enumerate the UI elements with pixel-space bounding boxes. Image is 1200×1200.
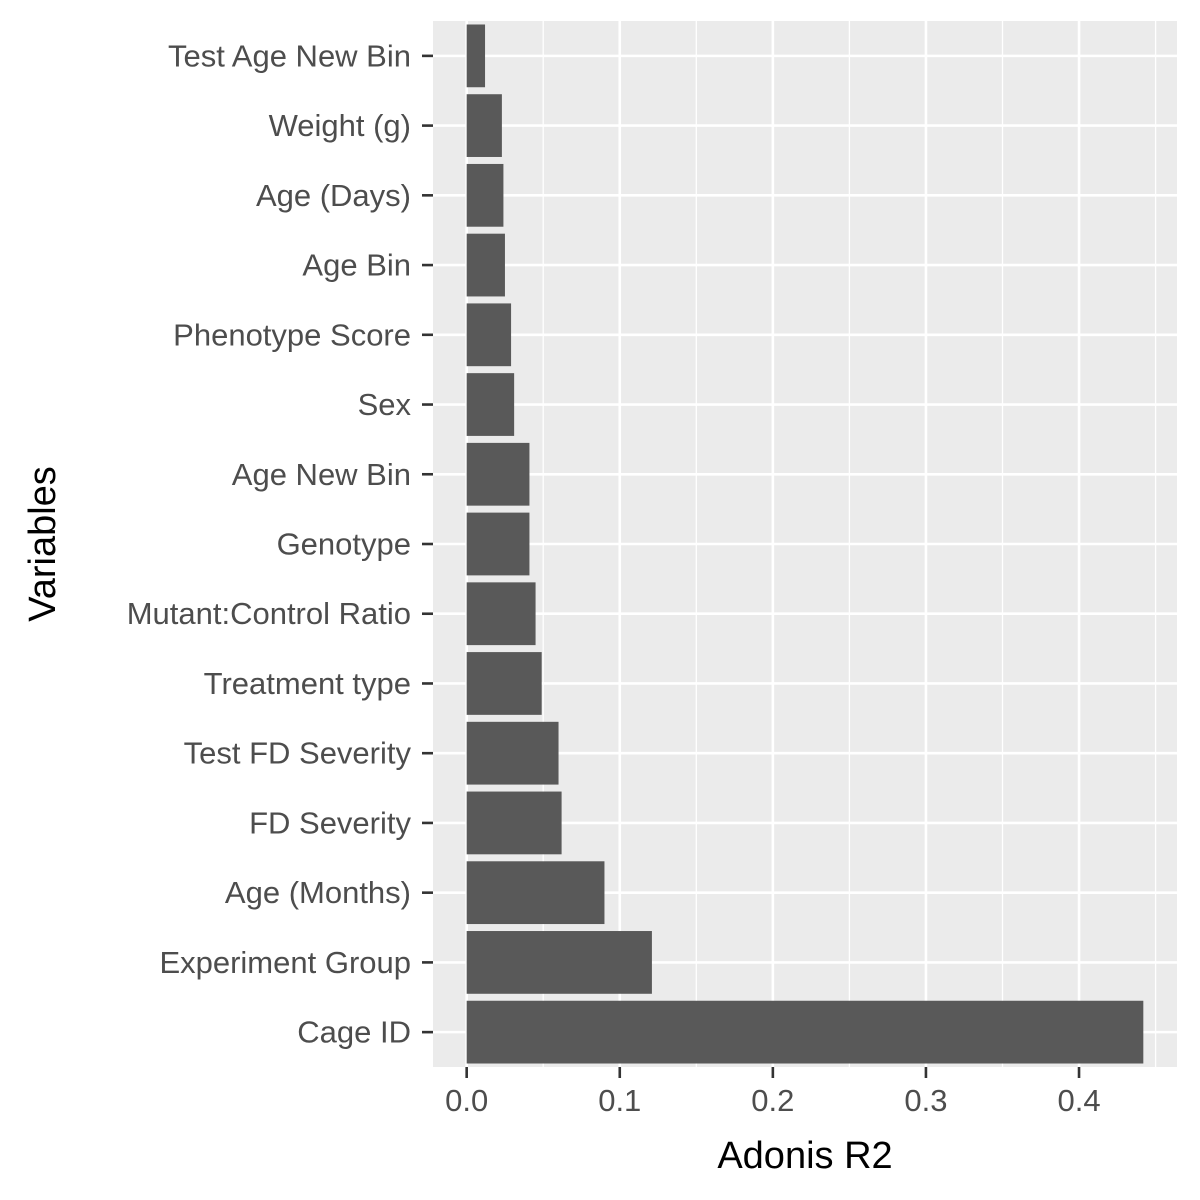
bar — [466, 1000, 1144, 1064]
y-tick-label: Phenotype Score — [173, 317, 411, 352]
bar — [466, 652, 542, 715]
bar — [466, 721, 559, 785]
bar — [466, 931, 652, 994]
x-tick-label: 0.0 — [445, 1083, 488, 1118]
y-tick-label: FD Severity — [249, 805, 411, 840]
y-tick-label: Sex — [358, 387, 412, 422]
y-tick-label: Treatment type — [204, 666, 411, 701]
bar — [466, 442, 530, 506]
y-tick-label: Age (Days) — [256, 178, 411, 213]
bar — [466, 163, 504, 227]
y-tick-label: Genotype — [277, 527, 411, 562]
y-tick-label: Age (Months) — [225, 875, 411, 910]
bar — [466, 303, 512, 367]
grid-lines — [433, 21, 1177, 1067]
y-tick-label: Test Age New Bin — [168, 38, 411, 73]
bar — [466, 233, 505, 297]
y-tick-label: Test FD Severity — [184, 736, 412, 771]
y-tick-label: Age New Bin — [232, 457, 411, 492]
x-axis: 0.0 0.1 0.2 0.3 0.4 — [445, 1067, 1101, 1118]
y-tick-label: Mutant:Control Ratio — [127, 596, 411, 631]
y-axis: Test Age New Bin Weight (g) Age (Days) Age … — [127, 38, 433, 1050]
bar — [466, 582, 536, 646]
bars — [466, 24, 1144, 1064]
bar — [466, 24, 486, 88]
y-axis-title: Variables — [22, 466, 64, 622]
x-tick-label: 0.4 — [1057, 1083, 1100, 1118]
x-tick-label: 0.2 — [751, 1083, 794, 1118]
y-tick-label: Cage ID — [297, 1015, 411, 1050]
bar — [466, 791, 562, 855]
x-axis-title: Adonis R2 — [717, 1135, 892, 1177]
bar — [466, 861, 605, 925]
y-tick-label: Age Bin — [302, 248, 411, 283]
y-tick-label: Experiment Group — [159, 945, 411, 980]
x-tick-label: 0.1 — [598, 1083, 641, 1118]
bar — [466, 94, 502, 157]
bar — [466, 512, 530, 576]
bar — [466, 373, 515, 436]
y-tick-label: Weight (g) — [269, 108, 411, 143]
x-tick-label: 0.3 — [904, 1083, 947, 1118]
